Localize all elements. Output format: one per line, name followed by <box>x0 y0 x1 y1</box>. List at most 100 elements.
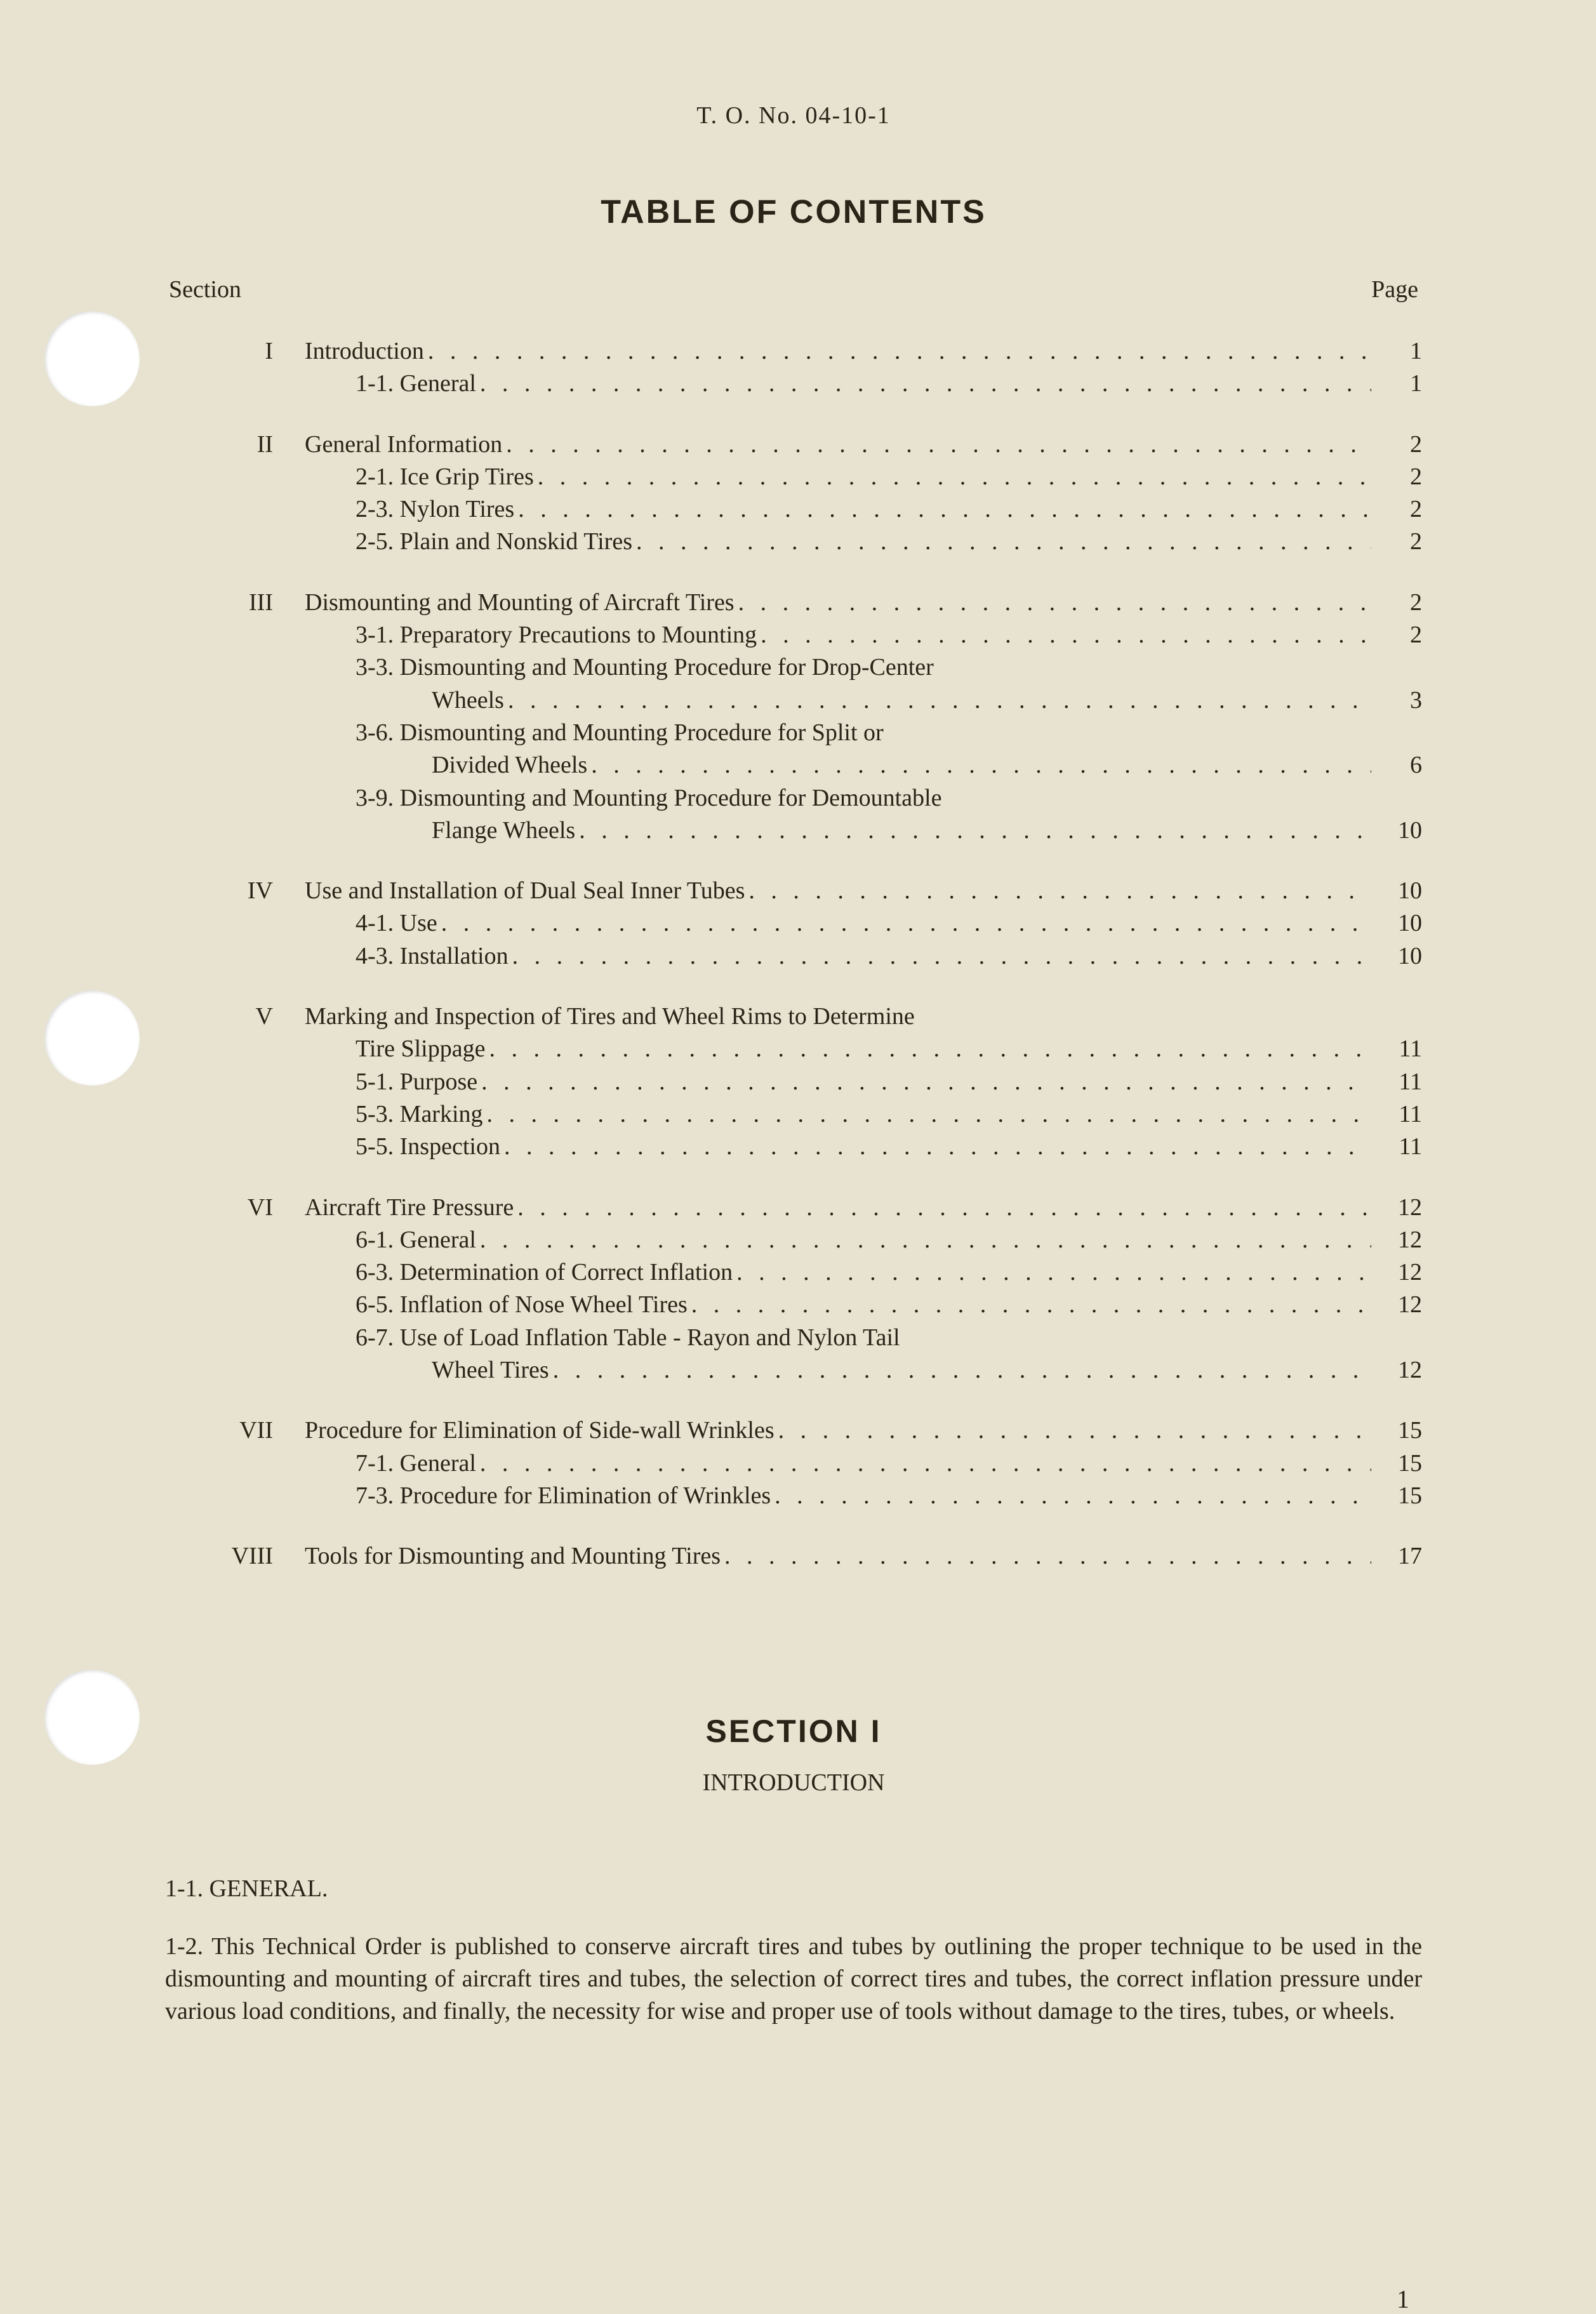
entry-page: 10 <box>1371 907 1422 940</box>
leader-dots: . . . . . . . . . . . . . . . . . . . . … <box>476 1447 1371 1480</box>
section-roman: VII <box>165 1414 305 1447</box>
leader-dots: . . . . . . . . . . . . . . . . . . . . … <box>745 875 1371 907</box>
punch-hole <box>44 990 140 1086</box>
subentry-text: 1-1. General <box>356 368 476 400</box>
toc-subentry: 1-1. General . . . . . . . . . . . . . .… <box>165 368 1422 400</box>
punch-hole <box>44 1670 140 1765</box>
section-roman: II <box>165 429 305 461</box>
entry-page: 11 <box>1371 1131 1422 1163</box>
toc-subentry-continuation: Wheel Tires . . . . . . . . . . . . . . … <box>165 1354 1422 1386</box>
leader-dots: . . . . . . . . . . . . . . . . . . . . … <box>549 1354 1371 1386</box>
subentry-text: 3-9. Dismounting and Mounting Procedure … <box>356 782 941 815</box>
subentry-text: 6-3. Determination of Correct Inflation <box>356 1256 733 1289</box>
subentry-text: 6-5. Inflation of Nose Wheel Tires <box>356 1289 688 1321</box>
toc-entry: VIIITools for Dismounting and Mounting T… <box>165 1540 1422 1573</box>
section-roman: III <box>165 587 305 619</box>
entry-page: 1 <box>1371 335 1422 368</box>
toc-subentry: 3-6. Dismounting and Mounting Procedure … <box>165 717 1422 749</box>
toc-entry: IIIDismounting and Mounting of Aircraft … <box>165 587 1422 619</box>
leader-dots: . . . . . . . . . . . . . . . . . . . . … <box>476 1224 1371 1256</box>
leader-dots: . . . . . . . . . . . . . . . . . . . . … <box>424 335 1371 368</box>
toc-section: IIntroduction . . . . . . . . . . . . . … <box>165 335 1422 401</box>
entry-title: Use and Installation of Dual Seal Inner … <box>305 875 745 907</box>
toc-subentry-continuation: Divided Wheels . . . . . . . . . . . . .… <box>165 749 1422 781</box>
paragraph-1-2: 1-2. This Technical Order is published t… <box>165 1931 1422 2028</box>
leader-dots: . . . . . . . . . . . . . . . . . . . . … <box>757 619 1371 651</box>
toc-entry-continuation: Tire Slippage . . . . . . . . . . . . . … <box>165 1033 1422 1065</box>
toc-subentry: 7-1. General . . . . . . . . . . . . . .… <box>165 1447 1422 1480</box>
entry-page: 2 <box>1371 461 1422 493</box>
page-content: T. O. No. 04-10-1 TABLE OF CONTENTS Sect… <box>165 102 1422 2028</box>
header-page: Page <box>1371 276 1418 303</box>
entry-page: 1 <box>1371 368 1422 400</box>
toc-subentry: 3-3. Dismounting and Mounting Procedure … <box>165 651 1422 684</box>
entry-page: 17 <box>1371 1540 1422 1573</box>
toc-section: VIIITools for Dismounting and Mounting T… <box>165 1540 1422 1573</box>
leader-dots: . . . . . . . . . . . . . . . . . . . . … <box>477 1066 1371 1098</box>
entry-title: Dismounting and Mounting of Aircraft Tir… <box>305 587 735 619</box>
entry-page: 15 <box>1371 1480 1422 1512</box>
toc-section: VIIProcedure for Elimination of Side-wal… <box>165 1414 1422 1512</box>
entry-page: 12 <box>1371 1256 1422 1289</box>
toc-section: IIIDismounting and Mounting of Aircraft … <box>165 587 1422 847</box>
toc-subentry: 6-5. Inflation of Nose Wheel Tires . . .… <box>165 1289 1422 1321</box>
subentry-text: 5-3. Marking <box>356 1098 483 1131</box>
entry-title: Tools for Dismounting and Mounting Tires <box>305 1540 721 1573</box>
leader-dots: . . . . . . . . . . . . . . . . . . . . … <box>476 368 1371 400</box>
entry-page: 2 <box>1371 429 1422 461</box>
subentry-cont: Flange Wheels <box>432 815 575 847</box>
leader-dots: . . . . . . . . . . . . . . . . . . . . … <box>504 684 1371 717</box>
punch-hole <box>44 311 140 406</box>
toc-subentry-continuation: Wheels . . . . . . . . . . . . . . . . .… <box>165 684 1422 717</box>
section-roman: I <box>165 335 305 368</box>
subentry-text: 2-1. Ice Grip Tires <box>356 461 534 493</box>
toc-subentry: 2-1. Ice Grip Tires . . . . . . . . . . … <box>165 461 1422 493</box>
section-1-title: SECTION I <box>165 1713 1422 1750</box>
subentry-text: 5-1. Purpose <box>356 1066 477 1098</box>
subentry-text: 2-5. Plain and Nonskid Tires <box>356 526 632 558</box>
leader-dots: . . . . . . . . . . . . . . . . . . . . … <box>485 1033 1371 1065</box>
entry-title: Marking and Inspection of Tires and Whee… <box>305 1001 915 1033</box>
toc-subentry: 5-1. Purpose . . . . . . . . . . . . . .… <box>165 1066 1422 1098</box>
entry-page: 11 <box>1371 1066 1422 1098</box>
leader-dots: . . . . . . . . . . . . . . . . . . . . … <box>775 1414 1371 1447</box>
leader-dots: . . . . . . . . . . . . . . . . . . . . … <box>514 493 1371 526</box>
entry-title: General Information <box>305 429 502 461</box>
entry-page: 10 <box>1371 940 1422 973</box>
leader-dots: . . . . . . . . . . . . . . . . . . . . … <box>733 1256 1371 1289</box>
paragraph-1-1: 1-1. GENERAL. <box>165 1873 1422 1905</box>
leader-dots: . . . . . . . . . . . . . . . . . . . . … <box>587 749 1371 781</box>
subentry-text: 3-6. Dismounting and Mounting Procedure … <box>356 717 884 749</box>
leader-dots: . . . . . . . . . . . . . . . . . . . . … <box>721 1540 1371 1573</box>
entry-page: 10 <box>1371 875 1422 907</box>
entry-page: 2 <box>1371 587 1422 619</box>
entry-page: 12 <box>1371 1354 1422 1386</box>
leader-dots: . . . . . . . . . . . . . . . . . . . . … <box>509 940 1371 973</box>
toc-section: VIAircraft Tire Pressure . . . . . . . .… <box>165 1192 1422 1387</box>
section-roman: IV <box>165 875 305 907</box>
subentry-text: 4-3. Installation <box>356 940 509 973</box>
leader-dots: . . . . . . . . . . . . . . . . . . . . … <box>483 1098 1371 1131</box>
toc-subentry: 5-3. Marking . . . . . . . . . . . . . .… <box>165 1098 1422 1131</box>
subentry-cont: Divided Wheels <box>432 749 587 781</box>
subentry-text: 7-3. Procedure for Elimination of Wrinkl… <box>356 1480 771 1512</box>
subentry-text: 3-3. Dismounting and Mounting Procedure … <box>356 651 934 684</box>
subentry-text: 3-1. Preparatory Precautions to Mounting <box>356 619 757 651</box>
toc-entry: IVUse and Installation of Dual Seal Inne… <box>165 875 1422 907</box>
subentry-text: 6-7. Use of Load Inflation Table - Rayon… <box>356 1322 900 1354</box>
section-roman: V <box>165 1001 305 1033</box>
entry-title: Procedure for Elimination of Side-wall W… <box>305 1414 775 1447</box>
leader-dots: . . . . . . . . . . . . . . . . . . . . … <box>514 1192 1371 1224</box>
toc-subentry: 5-5. Inspection . . . . . . . . . . . . … <box>165 1131 1422 1163</box>
toc-section: IIGeneral Information . . . . . . . . . … <box>165 429 1422 559</box>
entry-title: Aircraft Tire Pressure <box>305 1192 514 1224</box>
subentry-text: 4-1. Use <box>356 907 437 940</box>
entry-page: 11 <box>1371 1033 1422 1065</box>
entry-page: 2 <box>1371 619 1422 651</box>
entry-page: 12 <box>1371 1289 1422 1321</box>
toc-subentry: 6-7. Use of Load Inflation Table - Rayon… <box>165 1322 1422 1354</box>
section-roman: VIII <box>165 1540 305 1573</box>
toc-section: VMarking and Inspection of Tires and Whe… <box>165 1001 1422 1163</box>
subentry-cont: Wheel Tires <box>432 1354 549 1386</box>
entry-title: Introduction <box>305 335 424 368</box>
